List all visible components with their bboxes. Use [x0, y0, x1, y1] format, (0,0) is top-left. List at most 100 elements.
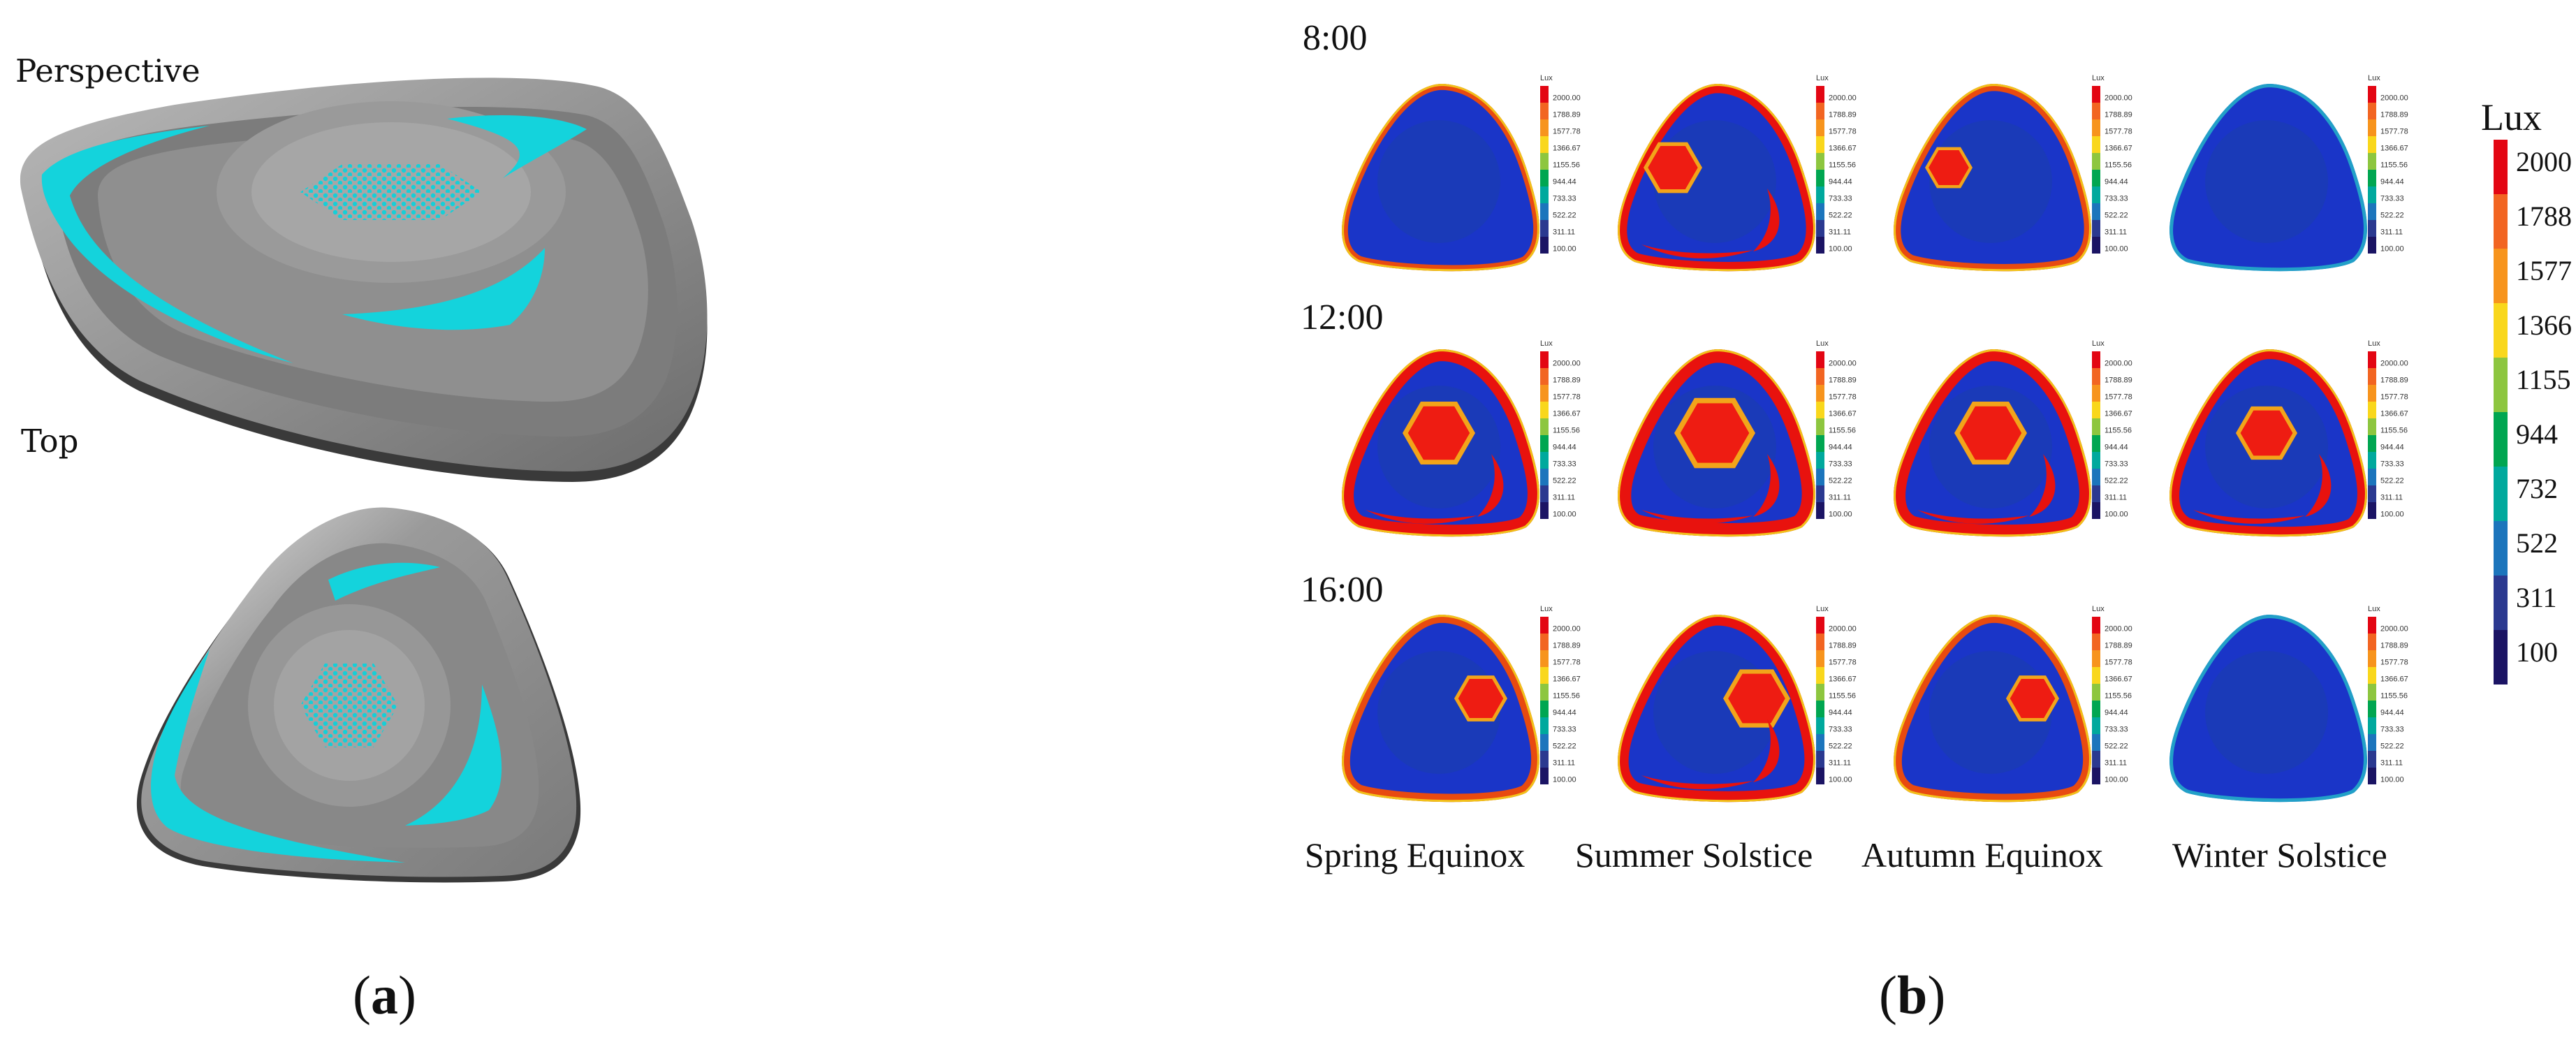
mini-legend-tick: 2000.00: [2105, 359, 2132, 367]
mini-legend-tick: 1788.89: [1553, 376, 1581, 384]
mini-legend-swatch: [1540, 485, 1549, 502]
mini-legend-swatch: [1540, 203, 1549, 220]
mini-legend-tick: 944.44: [1829, 177, 1852, 186]
mini-legend-tick: 522.22: [1829, 742, 1852, 750]
mini-legend-title: Lux: [1540, 339, 1553, 348]
mini-legend-tick: 311.11: [1829, 228, 1851, 236]
main-legend-swatch: [2494, 576, 2508, 630]
mini-legend-swatch: [2092, 203, 2100, 220]
mini-legend-tick: 522.22: [1553, 211, 1576, 219]
mini-legend-swatch: [1816, 351, 1824, 368]
mini-legend-swatch: [1816, 170, 1824, 186]
mini-legend-tick: 1788.89: [2105, 376, 2132, 384]
mini-legend-tick: 522.22: [1829, 476, 1852, 485]
mini-legend-swatch: [2368, 717, 2376, 734]
mini-legend-swatch: [1540, 751, 1549, 768]
mini-legend-tick: 1155.56: [1553, 426, 1580, 434]
mini-legend-swatch: [1816, 751, 1824, 768]
mini-legend-tick: 1788.89: [2105, 110, 2132, 119]
mini-legend-0-3: Lux 2000.00 1788.89 1577.78 1366.67 1155.56 94…: [2368, 74, 2408, 254]
mini-legend-swatch: [1816, 452, 1824, 469]
mini-legend-swatch: [2368, 768, 2376, 784]
mini-legend-tick: 2000.00: [1829, 624, 1857, 633]
time-label-1200: 12:00: [1301, 298, 1384, 337]
mini-legend-tick: 2000.00: [2380, 359, 2408, 367]
mini-legend-tick: 100.00: [2105, 244, 2128, 253]
mini-legend-tick: 944.44: [1829, 443, 1852, 451]
mini-legend-swatch: [2368, 351, 2376, 368]
mini-legend-tick: 311.11: [2105, 228, 2127, 236]
mini-legend-tick: 1788.89: [2105, 641, 2132, 650]
mini-legend-tick: 1366.67: [2380, 675, 2408, 683]
mini-legend-swatch: [2368, 418, 2376, 435]
mini-legend-swatch: [2092, 768, 2100, 784]
heatmap-2-2: [1894, 615, 2091, 803]
mini-legend-swatch: [1540, 186, 1549, 203]
heatmap-1-2: [1894, 349, 2091, 537]
mini-legend-tick: 311.11: [2105, 759, 2127, 767]
main-legend-tick: 944: [2516, 418, 2558, 450]
mini-legend-tick: 733.33: [2380, 725, 2404, 733]
mini-legend-tick: 311.11: [1553, 759, 1575, 767]
mini-legend-tick: 944.44: [2380, 177, 2404, 186]
main-legend-tick: 1155: [2516, 364, 2571, 395]
mini-legend-tick: 1155.56: [2105, 691, 2132, 700]
season-label-summer: Summer Solstice: [1575, 835, 1813, 874]
mini-legend-tick: 1155.56: [1829, 426, 1856, 434]
mini-legend-title: Lux: [2092, 339, 2105, 348]
mini-legend-tick: 733.33: [2105, 194, 2128, 203]
mini-legend-swatch: [1540, 136, 1549, 153]
mini-legend-swatch: [1540, 684, 1549, 701]
mini-legend-swatch: [2368, 237, 2376, 254]
mini-legend-swatch: [2368, 103, 2376, 119]
mini-legend-tick: 1788.89: [2380, 110, 2408, 119]
mini-legend-swatch: [1816, 385, 1824, 402]
mini-legend-2-1: Lux 2000.00 1788.89 1577.78 1366.67 1155.56 94…: [1816, 605, 1857, 784]
main-legend-tick: 1577: [2516, 255, 2572, 286]
mini-legend-swatch: [2092, 170, 2100, 186]
top-view-shell: [136, 507, 581, 883]
season-label-spring: Spring Equinox: [1305, 835, 1525, 874]
mini-legend-tick: 522.22: [2380, 742, 2404, 750]
mini-legend-tick: 1155.56: [2380, 691, 2408, 700]
perspective-label: Perspective: [15, 52, 200, 89]
mini-legend-swatch: [1540, 418, 1549, 435]
mini-legend-tick: 733.33: [2380, 194, 2404, 203]
mini-legend-swatch: [1540, 402, 1549, 418]
heatmap-1-1: [1618, 349, 1815, 537]
heatmap-2-1: [1618, 615, 1815, 803]
mini-legend-tick: 2000.00: [1829, 359, 1857, 367]
mini-legend-swatch: [1540, 650, 1549, 667]
mini-legend-tick: 733.33: [1829, 725, 1852, 733]
mini-legend-tick: 1366.67: [1553, 675, 1581, 683]
mini-legend-tick: 522.22: [2105, 476, 2128, 485]
mini-legend-tick: 944.44: [2105, 443, 2128, 451]
heatmap-0-3: [2169, 84, 2367, 272]
mini-legend-swatch: [1816, 650, 1824, 667]
mini-legend-swatch: [2368, 502, 2376, 519]
mini-legend-tick: 522.22: [1829, 211, 1852, 219]
mini-legend-swatch: [2368, 701, 2376, 717]
mini-legend-swatch: [1816, 86, 1824, 103]
mini-legend-tick: 1366.67: [2105, 675, 2132, 683]
mini-legend-swatch: [1540, 502, 1549, 519]
mini-legend-swatch: [2368, 667, 2376, 684]
mini-legend-tick: 1366.67: [2105, 409, 2132, 418]
mini-legend-tick: 1155.56: [2105, 161, 2132, 169]
mini-legend-tick: 944.44: [1553, 177, 1576, 186]
mini-legend-tick: 2000.00: [2380, 94, 2408, 102]
heatmap-0-0: [1342, 84, 1539, 272]
mini-legend-tick: 100.00: [2380, 775, 2404, 784]
mini-legend-title: Lux: [1816, 605, 1829, 613]
mini-legend-tick: 1577.78: [2105, 658, 2132, 666]
main-legend-tick: 100: [2516, 636, 2558, 668]
mini-legend-tick: 2000.00: [2380, 624, 2408, 633]
mini-legend-swatch: [2368, 435, 2376, 452]
main-legend-tick: 522: [2516, 527, 2558, 559]
main-legend-swatch: [2494, 521, 2508, 576]
mini-legend-tick: 1577.78: [2105, 127, 2132, 136]
mini-legend-0-0: Lux 2000.00 1788.89 1577.78 1366.67 1155.56 94…: [1540, 74, 1581, 254]
mini-legend-tick: 944.44: [2105, 177, 2128, 186]
mini-legend-swatch: [2092, 502, 2100, 519]
